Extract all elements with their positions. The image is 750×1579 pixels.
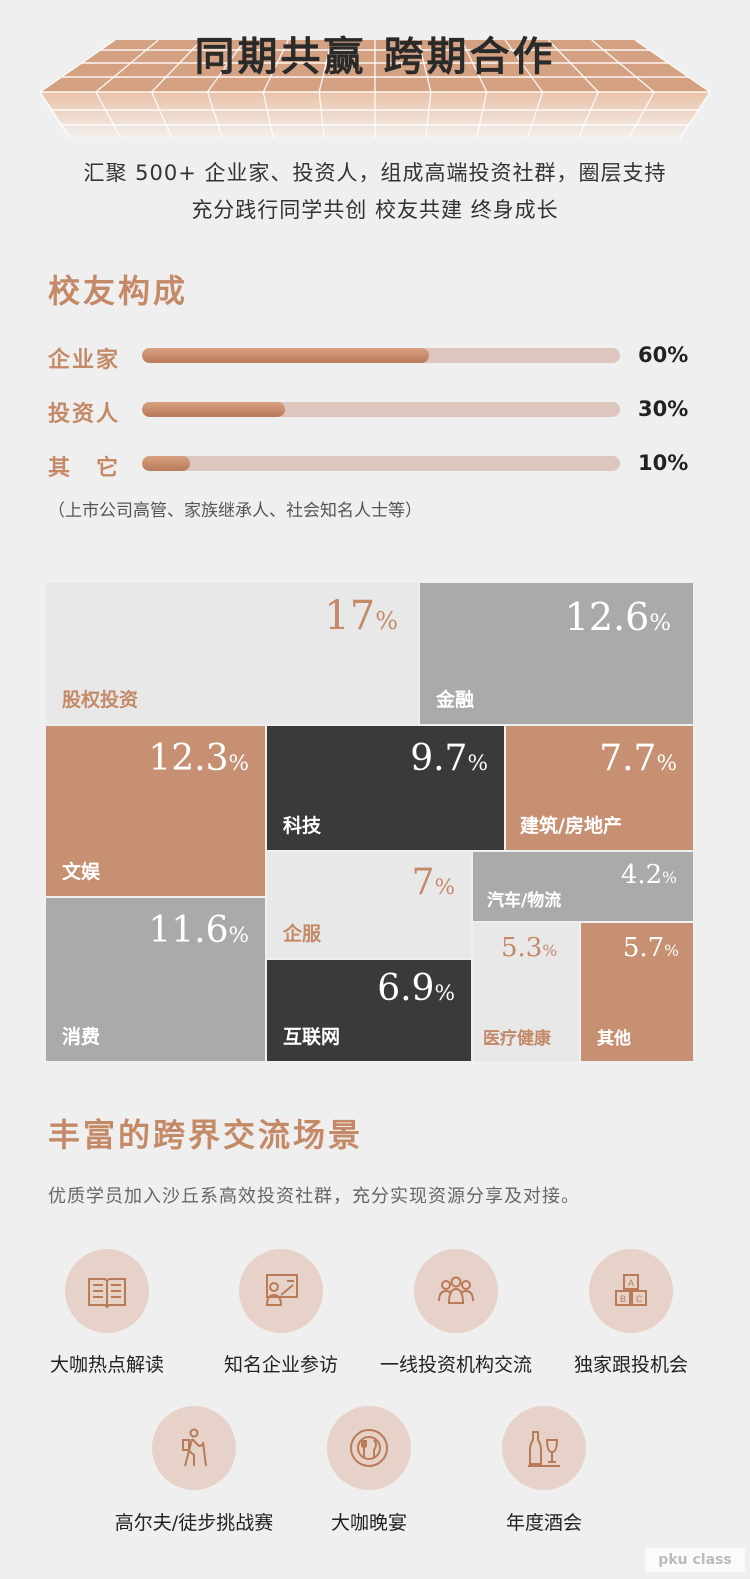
bar-label-other: 其 它 [48,456,121,481]
dinner-plate-icon [327,1406,411,1490]
treemap-value: 9.7% [410,738,488,779]
bar-value-other: 10% [638,451,689,475]
svg-text:A: A [628,1278,634,1288]
scene-label: 大咖热点解读 [49,1354,164,1376]
bar-track-other [142,456,620,471]
treemap-cell-auto-logistics: 4.2% 汽车/物流 [473,852,693,921]
presentation-icon [239,1249,323,1333]
treemap-cell-entertainment: 12.3% 文娱 [46,726,265,896]
treemap-cell-enterprise-services: 7% 企服 [267,852,471,958]
treemap-cell-consumer: 11.6% 消费 [46,898,265,1061]
scenes-heading: 丰富的跨界交流场景 [48,1116,364,1154]
intro-line-2: 充分践行同学共创 校友共建 终身成长 [191,198,559,222]
page-title: 同期共赢 跨期合作 [194,34,556,80]
scene-label: 大咖晚宴 [330,1512,407,1534]
treemap-label: 股权投资 [62,689,139,711]
bar-label-entrepreneur: 企业家 [48,348,121,373]
bar-label-investor: 投资人 [48,402,121,427]
intro-line-1: 汇聚 500+ 企业家、投资人，组成高端投资社群，圈层支持 [83,161,667,185]
svg-text:C: C [636,1294,643,1304]
book-icon [65,1249,149,1333]
treemap-label: 文娱 [62,861,101,883]
wine-icon [502,1406,586,1490]
treemap-label: 建筑/房地产 [520,815,622,837]
scene-label: 一线投资机构交流 [379,1354,532,1376]
treemap-value: 4.2% [620,860,677,890]
bar-value-entrepreneur: 60% [638,343,689,367]
bar-track-investor [142,402,620,417]
bar-fill-entrepreneur [142,348,429,363]
banner-grid [39,39,711,139]
treemap-cell-others: 5.7% 其他 [581,923,693,1061]
treemap-value: 17% [324,593,398,639]
treemap-cell-healthcare: 5.3% 医疗健康 [473,923,579,1061]
treemap-label: 消费 [62,1026,101,1048]
treemap-label: 企服 [283,923,322,945]
composition-note: （上市公司高管、家族继承人、社会知名人士等） [48,501,422,521]
treemap-label: 互联网 [283,1026,341,1048]
treemap-cell-equity-investment: 17% 股权投资 [46,583,418,724]
scene-label: 年度酒会 [505,1512,582,1534]
treemap-cell-technology: 9.7% 科技 [267,726,504,850]
bar-fill-investor [142,402,286,417]
svg-text:B: B [620,1294,626,1304]
treemap-label: 其他 [597,1029,631,1049]
hiker-icon [152,1406,236,1490]
bar-value-investor: 30% [638,397,689,421]
treemap-value: 12.6% [564,595,671,639]
scenes-subtitle: 优质学员加入沙丘系高效投资社群，充分实现资源分享及对接。 [48,1186,580,1207]
watermark: pku class [645,1548,745,1572]
treemap-value: 6.9% [377,968,455,1009]
treemap-label: 汽车/物流 [487,891,562,911]
group-icon [414,1249,498,1333]
scene-label: 高尔夫/徒步挑战赛 [114,1512,274,1534]
treemap-value: 5.7% [622,933,679,963]
composition-heading: 校友构成 [48,272,189,310]
treemap-cell-internet: 6.9% 互联网 [267,960,471,1061]
scene-label: 独家跟投机会 [573,1354,688,1376]
treemap-value: 7% [411,862,455,903]
treemap-cell-construction-real-estate: 7.7% 建筑/房地产 [506,726,693,850]
treemap-cell-finance: 12.6% 金融 [420,583,693,724]
scene-label: 知名企业参访 [223,1354,338,1376]
treemap-value: 5.3% [501,933,558,963]
treemap-value: 7.7% [599,738,677,779]
treemap-label: 科技 [283,815,322,837]
bar-fill-other [142,456,190,471]
treemap-value: 12.3% [148,738,249,779]
treemap-label: 金融 [436,689,475,711]
treemap-value: 11.6% [148,910,249,951]
bar-track-entrepreneur [142,348,620,363]
treemap-label: 医疗健康 [483,1029,551,1049]
